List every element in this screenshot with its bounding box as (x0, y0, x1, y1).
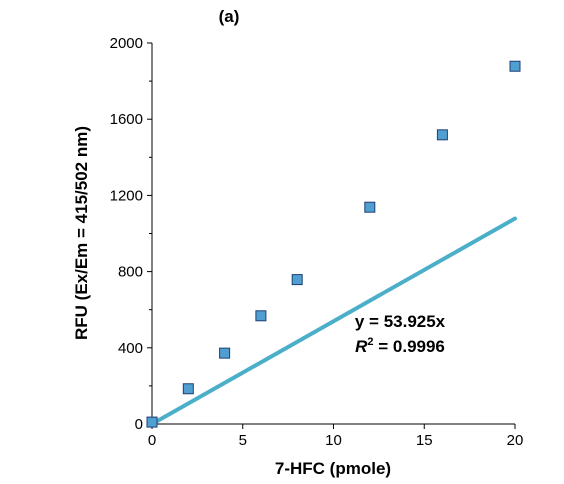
data-point (364, 201, 376, 213)
data-point (436, 129, 448, 141)
y-tick-label: 1600 (110, 111, 143, 128)
r-squared-label: R2 = 0.9996 (355, 336, 445, 356)
y-tick-label: 0 (135, 416, 143, 433)
data-point (509, 60, 521, 72)
x-tick-label: 0 (148, 432, 156, 449)
r-squared-value: = 0.9996 (374, 337, 445, 356)
plot-area: 0 5 10 15 20 0 400 800 1200 1600 2000 (110, 35, 524, 449)
x-tick-label: 20 (507, 432, 524, 449)
x-ticks: 0 5 10 15 20 (148, 424, 524, 449)
x-tick-label: 10 (325, 432, 342, 449)
y-tick-label: 400 (118, 340, 143, 357)
y-axis-title: RFU (Ex/Em = 415/502 nm) (72, 126, 91, 340)
data-point (182, 383, 194, 395)
data-point (219, 347, 231, 359)
chart-title: (a) (219, 7, 240, 26)
y-ticks: 0 400 800 1200 1600 2000 (110, 35, 152, 433)
data-point (291, 274, 303, 286)
data-points (146, 60, 521, 428)
trendline-equation: y = 53.925x (355, 312, 446, 331)
r-squared-exponent: 2 (367, 336, 373, 348)
data-point (146, 416, 158, 428)
r-squared-symbol: R (355, 337, 368, 356)
x-tick-label: 5 (239, 432, 247, 449)
x-axis-title: 7-HFC (pmole) (275, 459, 391, 478)
trendline (150, 216, 517, 426)
y-tick-label: 1200 (110, 187, 143, 204)
y-tick-label: 800 (118, 264, 143, 281)
y-tick-label: 2000 (110, 35, 143, 52)
data-point (255, 310, 267, 322)
x-tick-label: 15 (416, 432, 433, 449)
